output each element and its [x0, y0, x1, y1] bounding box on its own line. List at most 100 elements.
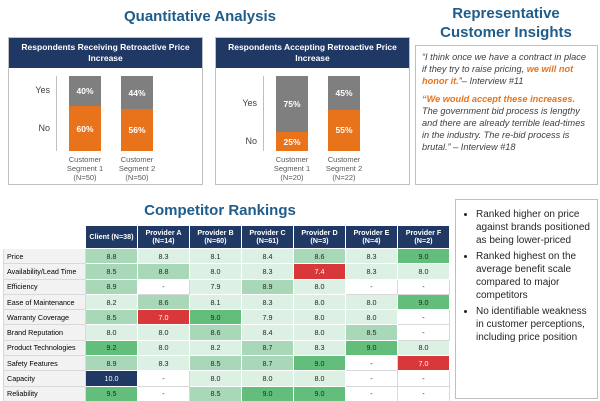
column-header: Provider A (N=14)	[137, 225, 190, 249]
row-label: Reliability	[3, 385, 86, 401]
quote-text: The government bid process is lengthy an…	[422, 105, 585, 152]
bullet-list: Ranked higher on price against brands po…	[460, 208, 591, 344]
bullet-box: Ranked higher on price against brands po…	[455, 199, 598, 399]
header-row: Client (N=38) Provider A (N=14) Provider B…	[3, 225, 450, 249]
score-cell: 8.4	[241, 247, 294, 265]
title: Quantitative Analysis	[124, 8, 276, 25]
table-row: Ease of Maintenance 8.2 8.6 8.1 8.3 8.0 8.0 9.0	[3, 293, 450, 311]
score-cell: 8.1	[189, 293, 242, 311]
category-label: Customer Segment 2 (N=22)	[325, 155, 363, 182]
score-cell: 8.7	[241, 339, 294, 357]
table-row: Capacity 10.0-8.0 8.0 8.0- -	[3, 370, 450, 387]
bar-segment: 25%	[276, 132, 308, 151]
bar-segment: 55%	[328, 109, 360, 151]
score-cell: 8.5	[85, 263, 138, 280]
score-cell: 8.3	[137, 247, 190, 265]
score-cell: 8.0	[397, 263, 450, 280]
score-cell: 7.9	[241, 309, 294, 326]
score-cell: -	[137, 370, 190, 387]
score-cell: -	[397, 370, 450, 387]
chart-box: Respondents Receiving Retroactive Price …	[8, 37, 203, 185]
chart-title: Respondents Receiving Retroactive Price …	[9, 38, 202, 68]
score-cell: 8.0	[345, 309, 398, 326]
column-header: Provider B (N=60)	[189, 225, 242, 249]
quote-text: we will not honor it.	[422, 63, 574, 86]
score-cell: 8.9	[85, 355, 138, 372]
score-cell: -	[397, 324, 450, 341]
axis-line	[263, 76, 264, 151]
score-cell: 8.0	[293, 278, 346, 295]
quote-text: ”– Interview #11	[458, 75, 524, 86]
score-cell: 8.0	[85, 324, 138, 341]
score-cell: 7.9	[189, 278, 242, 295]
quote-box: “I think once we have a contract in plac…	[415, 45, 598, 185]
score-cell: 8.3	[137, 355, 190, 372]
insights-title: Representative Customer Insights	[440, 5, 572, 41]
value-label: 25%	[283, 136, 301, 147]
bar-segment: 60%	[69, 106, 101, 151]
table-row: Safety Features 8.9 8.3 8.5 8.7 9.0-7.0	[3, 355, 450, 372]
corner	[3, 225, 86, 249]
score-cell: 8.3	[241, 263, 294, 280]
category-label: Customer Segment 1 (N=20)	[273, 155, 311, 182]
score-cell: 7.0	[137, 309, 190, 326]
score-cell: 8.0	[137, 324, 190, 341]
score-cell: 8.8	[137, 263, 190, 280]
bar-segment: 44%	[121, 76, 153, 109]
bar-segment: 75%	[276, 76, 308, 133]
score-cell: 10.0	[85, 370, 138, 387]
score-cell: -	[397, 278, 450, 295]
row-label: Capacity	[3, 370, 86, 387]
score-cell: 9.5	[85, 385, 138, 401]
table-row: Reliability 9.5-8.5 9.0 9.0- -	[3, 385, 450, 401]
score-cell: 8.0	[137, 339, 190, 357]
score-cell: -	[397, 309, 450, 326]
chart-title: Respondents Accepting Retroactive Price …	[216, 38, 409, 68]
score-cell: 8.0	[293, 370, 346, 387]
score-cell: 9.0	[397, 247, 450, 265]
score-cell: 8.3	[345, 263, 398, 280]
score-cell: -	[345, 385, 398, 401]
score-cell: 8.3	[241, 293, 294, 311]
score-cell: 8.5	[345, 324, 398, 341]
score-cell: 8.0	[293, 293, 346, 311]
score-cell: 8.5	[189, 355, 242, 372]
table-row: Efficiency 8.9-7.9 8.9 8.0- -	[3, 278, 450, 295]
score-cell: 8.0	[397, 339, 450, 357]
score-cell: 9.2	[85, 339, 138, 357]
row-label: Price	[3, 247, 86, 265]
axis-line	[56, 76, 57, 151]
score-cell: 8.3	[345, 247, 398, 265]
value-label: 45%	[335, 87, 353, 98]
score-cell: 8.9	[85, 278, 138, 295]
score-cell: 8.5	[189, 385, 242, 401]
score-cell: 8.0	[293, 324, 346, 341]
column-header: Provider D (N=3)	[293, 225, 346, 249]
score-cell: 8.1	[189, 247, 242, 265]
score-cell: -	[345, 278, 398, 295]
score-cell: 8.0	[241, 370, 294, 387]
quote: “We would accept these increases. The go…	[422, 94, 591, 154]
score-cell: 8.0	[345, 293, 398, 311]
table-row: Price 8.8 8.3 8.1 8.4 8.6 8.3 9.0	[3, 247, 450, 265]
bar-segment: 56%	[121, 109, 153, 151]
score-cell: -	[345, 355, 398, 372]
column-header: Client (N=38)	[85, 225, 138, 249]
column-header: Provider E (N=4)	[345, 225, 398, 249]
value-label: 40%	[76, 86, 94, 96]
legend-label: No	[245, 135, 257, 146]
score-cell: 8.3	[293, 339, 346, 357]
score-cell: -	[137, 278, 190, 295]
legend-label: Yes	[35, 85, 50, 95]
row-label: Product Technologies	[3, 339, 86, 357]
value-label: 75%	[283, 99, 301, 110]
value-label: 56%	[128, 125, 146, 135]
column-header: Provider C (N=61)	[241, 225, 294, 249]
legend-label: No	[38, 122, 50, 133]
score-cell: 7.4	[293, 263, 346, 280]
score-cell: 7.0	[397, 355, 450, 372]
rankings-table: Client (N=38) Provider A (N=14) Provider B…	[3, 225, 450, 401]
bullet: Ranked highest on the average benefit sc…	[476, 250, 591, 302]
score-cell: -	[345, 370, 398, 387]
